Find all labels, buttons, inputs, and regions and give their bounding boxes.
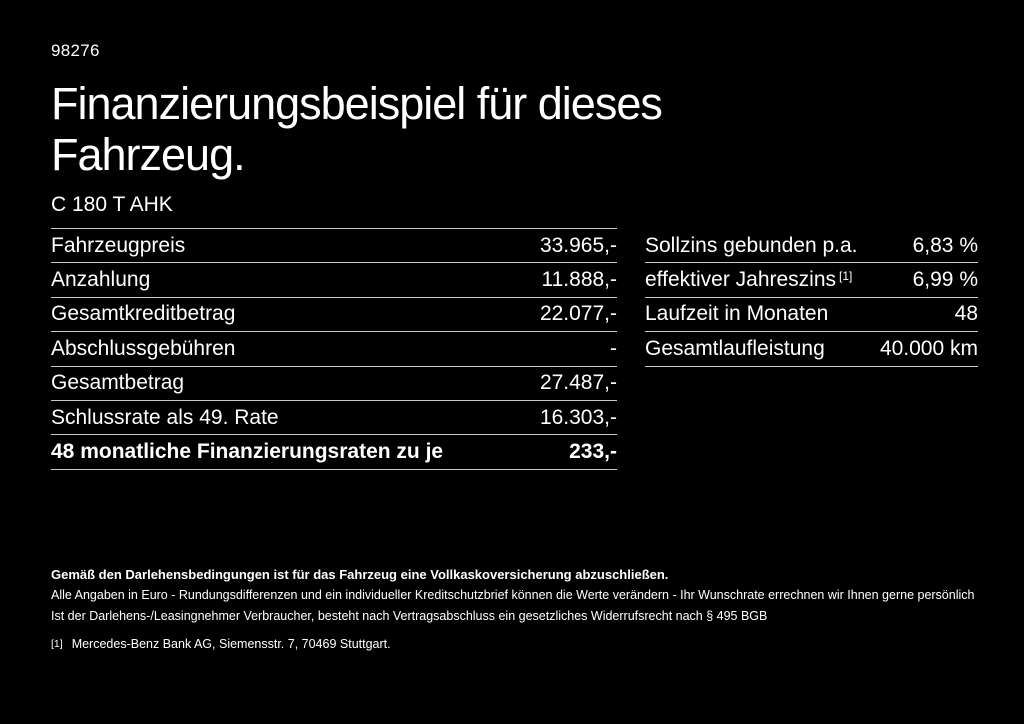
tables-wrapper: Fahrzeugpreis 33.965,- Anzahlung 11.888,… <box>51 228 978 470</box>
table-row: Fahrzeugpreis 33.965,- <box>51 229 617 264</box>
row-label: Schlussrate als 49. Rate <box>51 405 279 429</box>
row-value: 22.077,- <box>539 302 617 326</box>
table-row: effektiver Jahreszins [1] 6,99 % <box>645 263 978 298</box>
financing-table: Fahrzeugpreis 33.965,- Anzahlung 11.888,… <box>51 228 617 470</box>
footnote-marker: [1] <box>839 269 853 284</box>
row-value: 233,- <box>569 440 617 464</box>
page-title-line-2: Fahrzeug. <box>51 129 246 180</box>
reference-number: 98276 <box>51 41 100 60</box>
page-title-line-1: Finanzierungsbeispiel für dieses <box>51 78 663 129</box>
table-row: Gesamtbetrag 27.487,- <box>51 367 617 401</box>
row-label: 48 monatliche Finanzierungsraten zu je <box>51 440 444 464</box>
row-value: 40.000 km <box>879 336 978 360</box>
table-row-monthly-rate: 48 monatliche Finanzierungsraten zu je 2… <box>51 435 617 470</box>
row-value: - <box>610 336 617 360</box>
table-row: Sollzins gebunden p.a. 6,83 % <box>645 229 978 264</box>
table-row: Schlussrate als 49. Rate 16.303,- <box>51 401 617 436</box>
row-label: Gesamtkreditbetrag <box>51 302 236 326</box>
insurance-note: Gemäß den Darlehensbedingungen ist für d… <box>51 566 669 582</box>
table-row: Gesamtlaufleistung 40.000 km <box>645 332 978 367</box>
disclaimer-line-2: Ist der Darlehens-/Leasingnehmer Verbrau… <box>51 608 768 623</box>
footer-notes: Gemäß den Darlehensbedingungen ist für d… <box>51 564 978 627</box>
row-label: Gesamtlaufleistung <box>645 336 825 360</box>
row-label: effektiver Jahreszins [1] <box>645 268 852 292</box>
row-label-text: effektiver Jahreszins <box>645 268 837 292</box>
row-label: Anzahlung <box>51 268 151 292</box>
table-row: Anzahlung 11.888,- <box>51 263 618 298</box>
table-row: Abschlussgebühren - <box>51 332 617 367</box>
row-value: 33.965,- <box>539 233 617 257</box>
footnote-text: Mercedes-Benz Bank AG, Siemensstr. 7, 70… <box>71 636 391 651</box>
page-title: Finanzierungsbeispiel für dieses Fahrzeu… <box>51 78 978 180</box>
table-row: Laufzeit in Monaten 48 <box>645 298 978 333</box>
row-value: 27.487,- <box>539 371 617 395</box>
footnote: [1] Mercedes-Benz Bank AG, Siemensstr. 7,… <box>51 634 978 655</box>
row-value: 16.303,- <box>539 405 617 429</box>
row-value: 11.888,- <box>541 268 618 292</box>
row-label: Abschlussgebühren <box>51 336 236 360</box>
vehicle-model: C 180 T AHK <box>51 193 173 216</box>
row-label: Laufzeit in Monaten <box>645 302 829 326</box>
row-value: 6,99 % <box>912 268 978 292</box>
row-label: Sollzins gebunden p.a. <box>645 233 858 257</box>
row-label: Gesamtbetrag <box>51 371 185 395</box>
footnote-marker: [1] <box>51 637 63 650</box>
row-label: Fahrzeugpreis <box>51 233 186 257</box>
table-row: Gesamtkreditbetrag 22.077,- <box>51 298 617 333</box>
conditions-table: Sollzins gebunden p.a. 6,83 % effektiver… <box>645 228 978 470</box>
row-value: 6,83 % <box>912 233 978 257</box>
row-value: 48 <box>954 302 978 326</box>
disclaimer-line-1: Alle Angaben in Euro - Rundungsdifferenz… <box>51 587 975 602</box>
